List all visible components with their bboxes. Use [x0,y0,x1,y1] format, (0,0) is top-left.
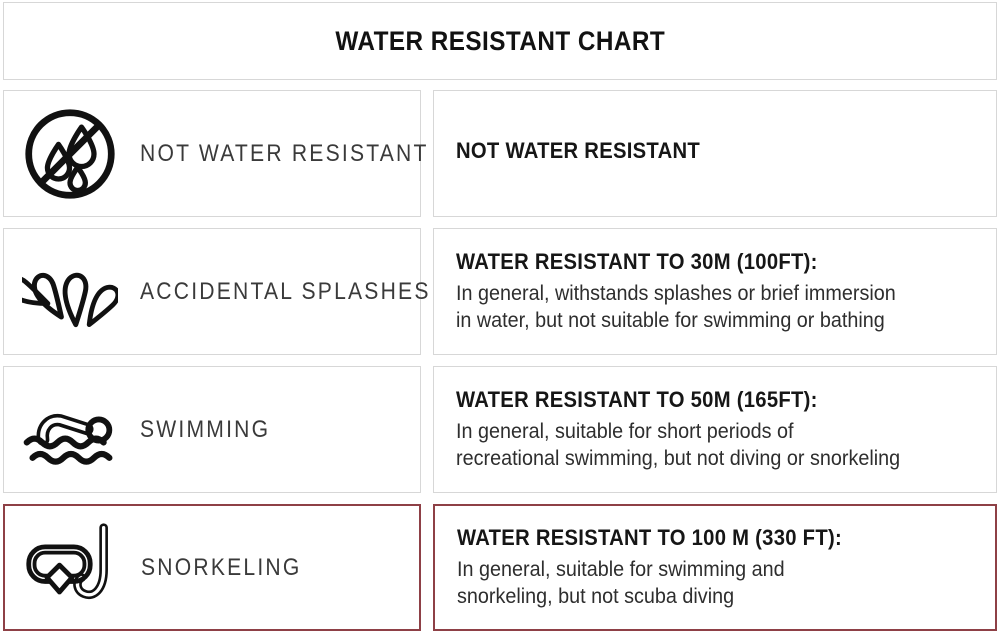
snorkel-mask-icon [23,520,119,616]
resistance-heading: NOT WATER RESISTANT [456,138,701,163]
chart-header: WATER RESISTANT CHART [3,2,997,80]
description-cell: WATER RESISTANT TO 100 M (330 FT): In ge… [433,504,997,631]
description-cell: NOT WATER RESISTANT [433,90,997,217]
activity-label: SWIMMING [140,415,271,443]
resistance-heading: WATER RESISTANT TO 30M (100FT): [456,249,818,274]
page-title: WATER RESISTANT CHART [335,25,665,56]
splash-icon [22,244,118,340]
resistance-description: In general, suitable for swimming and sn… [457,557,785,608]
row-snorkeling: SNORKELING WATER RESISTANT TO 100 M (330… [3,504,997,631]
icon-cell: SWIMMING [3,366,421,493]
activity-label: SNORKELING [141,553,302,581]
description-cell: WATER RESISTANT TO 50M (165FT): In gener… [433,366,997,493]
icon-cell: ACCIDENTAL SPLASHES [3,228,428,355]
icon-cell: SNORKELING [3,504,421,631]
activity-label: NOT WATER RESISTANT [140,139,429,167]
activity-label: ACCIDENTAL SPLASHES [140,277,431,305]
resistance-heading: WATER RESISTANT TO 100 M (330 FT): [457,525,842,550]
icon-cell: NOT WATER RESISTANT [3,90,426,217]
row-accidental-splashes: ACCIDENTAL SPLASHES WATER RESISTANT TO 3… [3,228,997,355]
resistance-heading: WATER RESISTANT TO 50M (165FT): [456,387,818,412]
row-swimming: SWIMMING WATER RESISTANT TO 50M (165FT):… [3,366,997,493]
no-water-drops-icon [22,106,118,202]
swimmer-icon [22,382,118,478]
description-cell: WATER RESISTANT TO 30M (100FT): In gener… [433,228,997,355]
row-not-water-resistant: NOT WATER RESISTANT NOT WATER RESISTANT [3,90,997,217]
resistance-description: In general, withstands splashes or brief… [456,281,896,332]
resistance-description: In general, suitable for short periods o… [456,419,901,470]
